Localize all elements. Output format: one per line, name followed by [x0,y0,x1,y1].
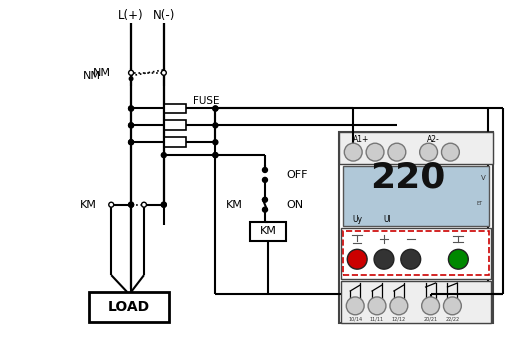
Circle shape [263,197,267,202]
Bar [339,132,493,323]
Circle shape [129,123,133,128]
Circle shape [213,153,218,158]
Circle shape [129,123,133,128]
Text: A1+: A1+ [353,135,369,144]
Circle shape [129,202,133,207]
Text: LOAD: LOAD [108,300,150,314]
Bar [164,120,185,130]
Bar [164,103,185,114]
Circle shape [213,123,218,128]
Text: NM: NM [93,68,111,78]
Circle shape [129,140,133,145]
Circle shape [162,153,166,158]
Bar [341,227,491,279]
Circle shape [129,106,133,111]
Circle shape [129,77,133,81]
Circle shape [401,249,420,269]
Bar [339,132,493,164]
Text: NM: NM [83,71,101,81]
Text: ET: ET [476,201,482,206]
Text: FUSE: FUSE [193,96,219,105]
Circle shape [263,207,267,212]
Circle shape [142,202,146,207]
Circle shape [346,297,364,315]
Text: KM: KM [226,200,243,210]
Bar [341,281,491,323]
Circle shape [366,143,384,161]
Text: L(+): L(+) [118,9,144,22]
Bar [343,166,489,225]
Bar [343,232,489,275]
Circle shape [348,249,367,269]
Bar [90,292,169,322]
Text: 12/12: 12/12 [392,316,406,321]
Text: V: V [481,175,486,181]
Circle shape [129,106,133,111]
Text: OFF: OFF [287,170,308,180]
Bar [250,221,286,241]
Circle shape [420,143,438,161]
Circle shape [388,143,406,161]
Circle shape [109,202,114,207]
Circle shape [421,297,440,315]
Circle shape [443,297,461,315]
Circle shape [449,249,468,269]
Text: 20/21: 20/21 [424,316,438,321]
Text: 22/22: 22/22 [445,316,460,321]
Circle shape [213,153,218,158]
Circle shape [213,140,218,145]
Text: 10/14: 10/14 [348,316,362,321]
Text: KM: KM [80,200,96,210]
Circle shape [213,106,218,111]
Circle shape [374,249,394,269]
Circle shape [263,177,267,182]
Text: Ul: Ul [383,215,391,224]
Text: KM: KM [259,226,276,237]
Circle shape [162,70,166,75]
Circle shape [162,202,166,207]
Text: 11/11: 11/11 [370,316,384,321]
Circle shape [129,140,133,145]
Text: Uy: Uy [352,215,362,224]
Circle shape [162,202,166,207]
Circle shape [213,106,218,111]
Circle shape [344,143,362,161]
Circle shape [390,297,408,315]
Bar [164,137,185,147]
Text: ON: ON [287,200,304,210]
Circle shape [129,202,133,207]
Text: 220: 220 [370,161,446,195]
Circle shape [263,167,267,173]
Circle shape [441,143,460,161]
Circle shape [162,71,166,74]
Circle shape [129,70,133,75]
Circle shape [368,297,386,315]
Text: N(-): N(-) [153,9,175,22]
Text: A2-: A2- [427,135,440,144]
